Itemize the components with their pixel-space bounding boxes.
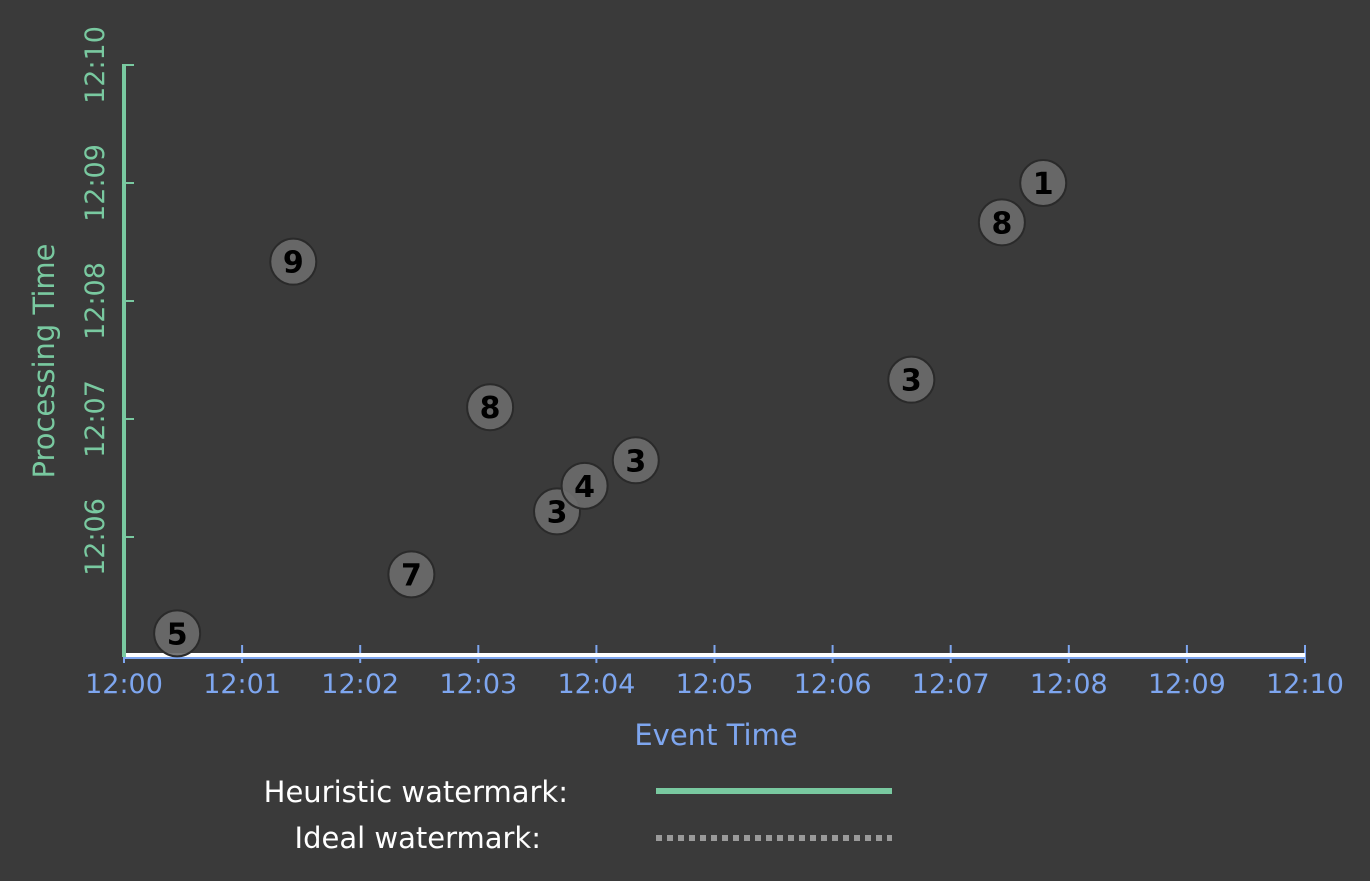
- data-point-label: 3: [625, 444, 646, 479]
- x-tick-label: 12:07: [912, 669, 990, 700]
- data-point-marker: [466, 383, 515, 432]
- data-point-label: 5: [167, 617, 188, 652]
- x-tick-label: 12:01: [203, 669, 281, 700]
- data-point-label: 1: [1033, 167, 1054, 202]
- data-point-marker: [560, 461, 609, 510]
- y-tick-label: 12:06: [80, 498, 111, 576]
- data-point: 1: [1019, 159, 1068, 207]
- legend-ideal-label: Ideal watermark:: [295, 821, 541, 855]
- data-point: 4: [560, 461, 609, 510]
- x-axis-ticks: 12:00 12:01 12:02 12:03 12:04 12:05 12:06 12:07…: [85, 645, 1344, 700]
- data-point-marker: [611, 436, 660, 485]
- x-tick-label: 12:06: [794, 669, 872, 700]
- data-point-marker: [387, 550, 436, 599]
- data-point-label: 4: [574, 470, 595, 505]
- y-tick-label: 12:08: [80, 262, 111, 340]
- x-tick-label: 12:02: [321, 669, 399, 700]
- legend-heuristic-label: Heuristic watermark:: [264, 775, 568, 809]
- y-tick-label: 12:07: [80, 380, 111, 458]
- data-point-marker: [1019, 159, 1068, 207]
- legend: Heuristic watermark: Ideal watermark:: [264, 775, 892, 855]
- x-axis-title: Event Time: [634, 718, 797, 752]
- data-point: 3: [887, 355, 936, 404]
- data-point-label: 7: [401, 558, 422, 593]
- x-tick-label: 12:03: [439, 669, 517, 700]
- data-point-label: 8: [480, 391, 501, 426]
- x-tick-label: 12:10: [1266, 669, 1344, 700]
- data-point-marker: [977, 198, 1026, 247]
- y-axis-title: Processing Time: [27, 243, 61, 478]
- data-point: 8: [466, 383, 515, 432]
- y-tick-label: 12:10: [80, 26, 111, 104]
- data-point-label: 3: [901, 364, 922, 399]
- data-point: 7: [387, 550, 436, 599]
- x-tick-label: 12:04: [557, 669, 635, 700]
- data-point-marker: [153, 609, 202, 658]
- x-tick-label: 12:05: [676, 669, 754, 700]
- data-point: 8: [977, 198, 1026, 247]
- data-point-label: 9: [283, 246, 304, 281]
- data-point-marker: [269, 237, 318, 286]
- data-point: 9: [269, 237, 318, 286]
- y-tick-label: 12:09: [80, 144, 111, 222]
- data-point: 3: [611, 436, 660, 485]
- x-tick-label: 12:09: [1148, 669, 1226, 700]
- x-tick-label: 12:08: [1030, 669, 1108, 700]
- data-point-marker: [887, 355, 936, 404]
- data-point: 5: [153, 609, 202, 658]
- data-point-label: 8: [991, 206, 1012, 241]
- y-axis-ticks: 12:06 12:07 12:08 12:09 12:10: [80, 26, 134, 576]
- data-point-label: 3: [547, 495, 568, 530]
- x-tick-label: 12:00: [85, 669, 163, 700]
